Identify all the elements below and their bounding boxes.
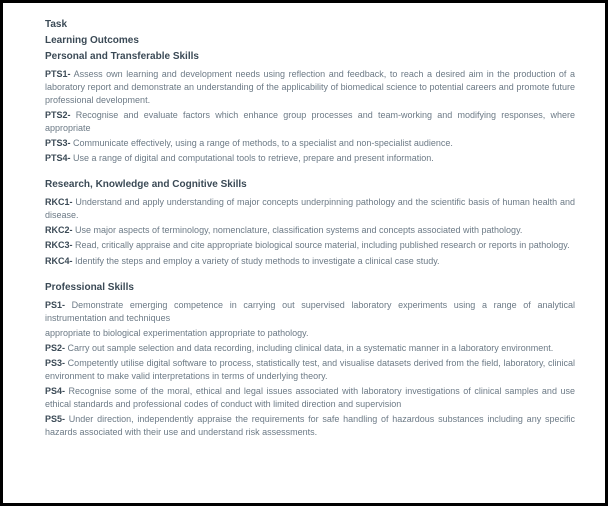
item-text: Read, critically appraise and cite appro…: [73, 240, 570, 250]
item-code: PTS3-: [45, 138, 71, 148]
list-item: PTS4- Use a range of digital and computa…: [45, 152, 575, 165]
item-code: RKC3-: [45, 240, 73, 250]
learning-outcomes-heading: Learning Outcomes: [45, 35, 575, 46]
task-heading: Task: [45, 19, 575, 30]
item-text: Under direction, independently appraise …: [45, 414, 575, 437]
item-text: Assess own learning and development need…: [45, 69, 575, 105]
item-code: RKC1-: [45, 197, 73, 207]
item-code: PTS2-: [45, 110, 71, 120]
list-item: PS5- Under direction, independently appr…: [45, 413, 575, 439]
list-item: PS4- Recognise some of the moral, ethica…: [45, 385, 575, 411]
list-item: PTS2- Recognise and evaluate factors whi…: [45, 109, 575, 135]
list-item: appropriate to biological experimentatio…: [45, 327, 575, 340]
item-code: PTS1-: [45, 69, 71, 79]
list-item: RKC1- Understand and apply understanding…: [45, 196, 575, 222]
list-item: PTS3- Communicate effectively, using a r…: [45, 137, 575, 150]
item-text: Demonstrate emerging competence in carry…: [45, 300, 575, 323]
item-code: RKC4-: [45, 256, 73, 266]
item-text: Competently utilise digital software to …: [45, 358, 575, 381]
list-item: RKC3- Read, critically appraise and cite…: [45, 239, 575, 252]
item-text: Use a range of digital and computational…: [71, 153, 434, 163]
item-code: PS4-: [45, 386, 65, 396]
list-item: PS1- Demonstrate emerging competence in …: [45, 299, 575, 325]
section-title-pts: Personal and Transferable Skills: [45, 51, 575, 62]
item-code: RKC2-: [45, 225, 73, 235]
item-text: Recognise and evaluate factors which enh…: [45, 110, 575, 133]
item-text: Identify the steps and employ a variety …: [73, 256, 440, 266]
list-item: RKC2- Use major aspects of terminology, …: [45, 224, 575, 237]
item-code: PTS4-: [45, 153, 71, 163]
item-text: appropriate to biological experimentatio…: [45, 328, 309, 338]
section-title-rkc: Research, Knowledge and Cognitive Skills: [45, 179, 575, 190]
item-text: Carry out sample selection and data reco…: [65, 343, 553, 353]
list-item: PS3- Competently utilise digital softwar…: [45, 357, 575, 383]
item-text: Understand and apply understanding of ma…: [45, 197, 575, 220]
item-text: Communicate effectively, using a range o…: [71, 138, 453, 148]
list-item: PTS1- Assess own learning and developmen…: [45, 68, 575, 107]
list-item: PS2- Carry out sample selection and data…: [45, 342, 575, 355]
item-code: PS5-: [45, 414, 65, 424]
item-text: Use major aspects of terminology, nomenc…: [73, 225, 523, 235]
section-title-ps: Professional Skills: [45, 282, 575, 293]
item-text: Recognise some of the moral, ethical and…: [45, 386, 575, 409]
item-code: PS3-: [45, 358, 65, 368]
document-frame: Task Learning Outcomes Personal and Tran…: [0, 0, 608, 506]
item-code: PS1-: [45, 300, 65, 310]
list-item: RKC4- Identify the steps and employ a va…: [45, 255, 575, 268]
item-code: PS2-: [45, 343, 65, 353]
